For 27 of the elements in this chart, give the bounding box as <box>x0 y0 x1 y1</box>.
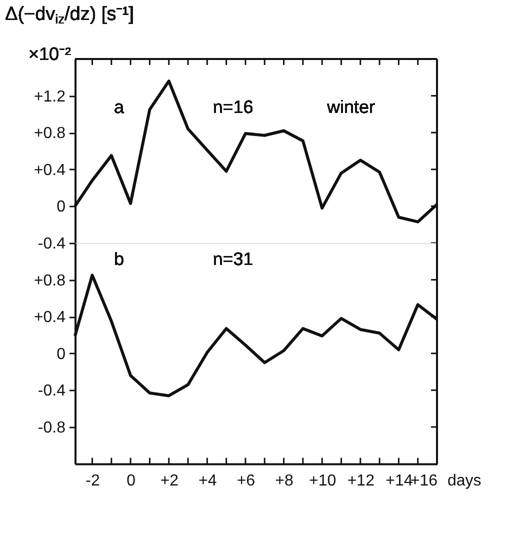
y-tick-label: +0.4 <box>34 162 66 179</box>
y-tick-label: -0.4 <box>38 382 66 400</box>
annotation: a <box>114 97 125 117</box>
y-tick-label: +0.4 <box>34 309 66 326</box>
y-tick-label: +0.8 <box>34 125 66 142</box>
x-tick-label: +12 <box>347 472 375 490</box>
annotation: n=16 <box>212 97 254 117</box>
text: ×10⁻² <box>28 44 71 64</box>
x-tick-label: 0 <box>126 472 136 490</box>
y-tick-label: +0.8 <box>34 272 66 290</box>
x-tick-label: +14 <box>386 472 413 490</box>
x-tick-label: +4 <box>198 472 217 490</box>
annotation: winter <box>326 97 376 117</box>
annotation: b <box>114 249 124 269</box>
x-axis-title: days <box>448 472 482 490</box>
x-tick-label: +10 <box>309 472 336 490</box>
x-tick-label: +8 <box>275 472 294 490</box>
x-tick-label: +6 <box>236 472 256 490</box>
y-tick-label: 0 <box>56 346 66 363</box>
y-tick-label: -0.8 <box>38 420 66 436</box>
annotation: n=31 <box>212 249 254 269</box>
y-tick-label: 0 <box>56 198 66 216</box>
y-tick-label: -0.4 <box>38 236 66 252</box>
x-tick-label: +2 <box>160 472 179 490</box>
x-tick-label: -2 <box>86 472 100 490</box>
y-tick-label: +1.2 <box>34 88 66 106</box>
x-tick-label: +16 <box>410 472 438 490</box>
